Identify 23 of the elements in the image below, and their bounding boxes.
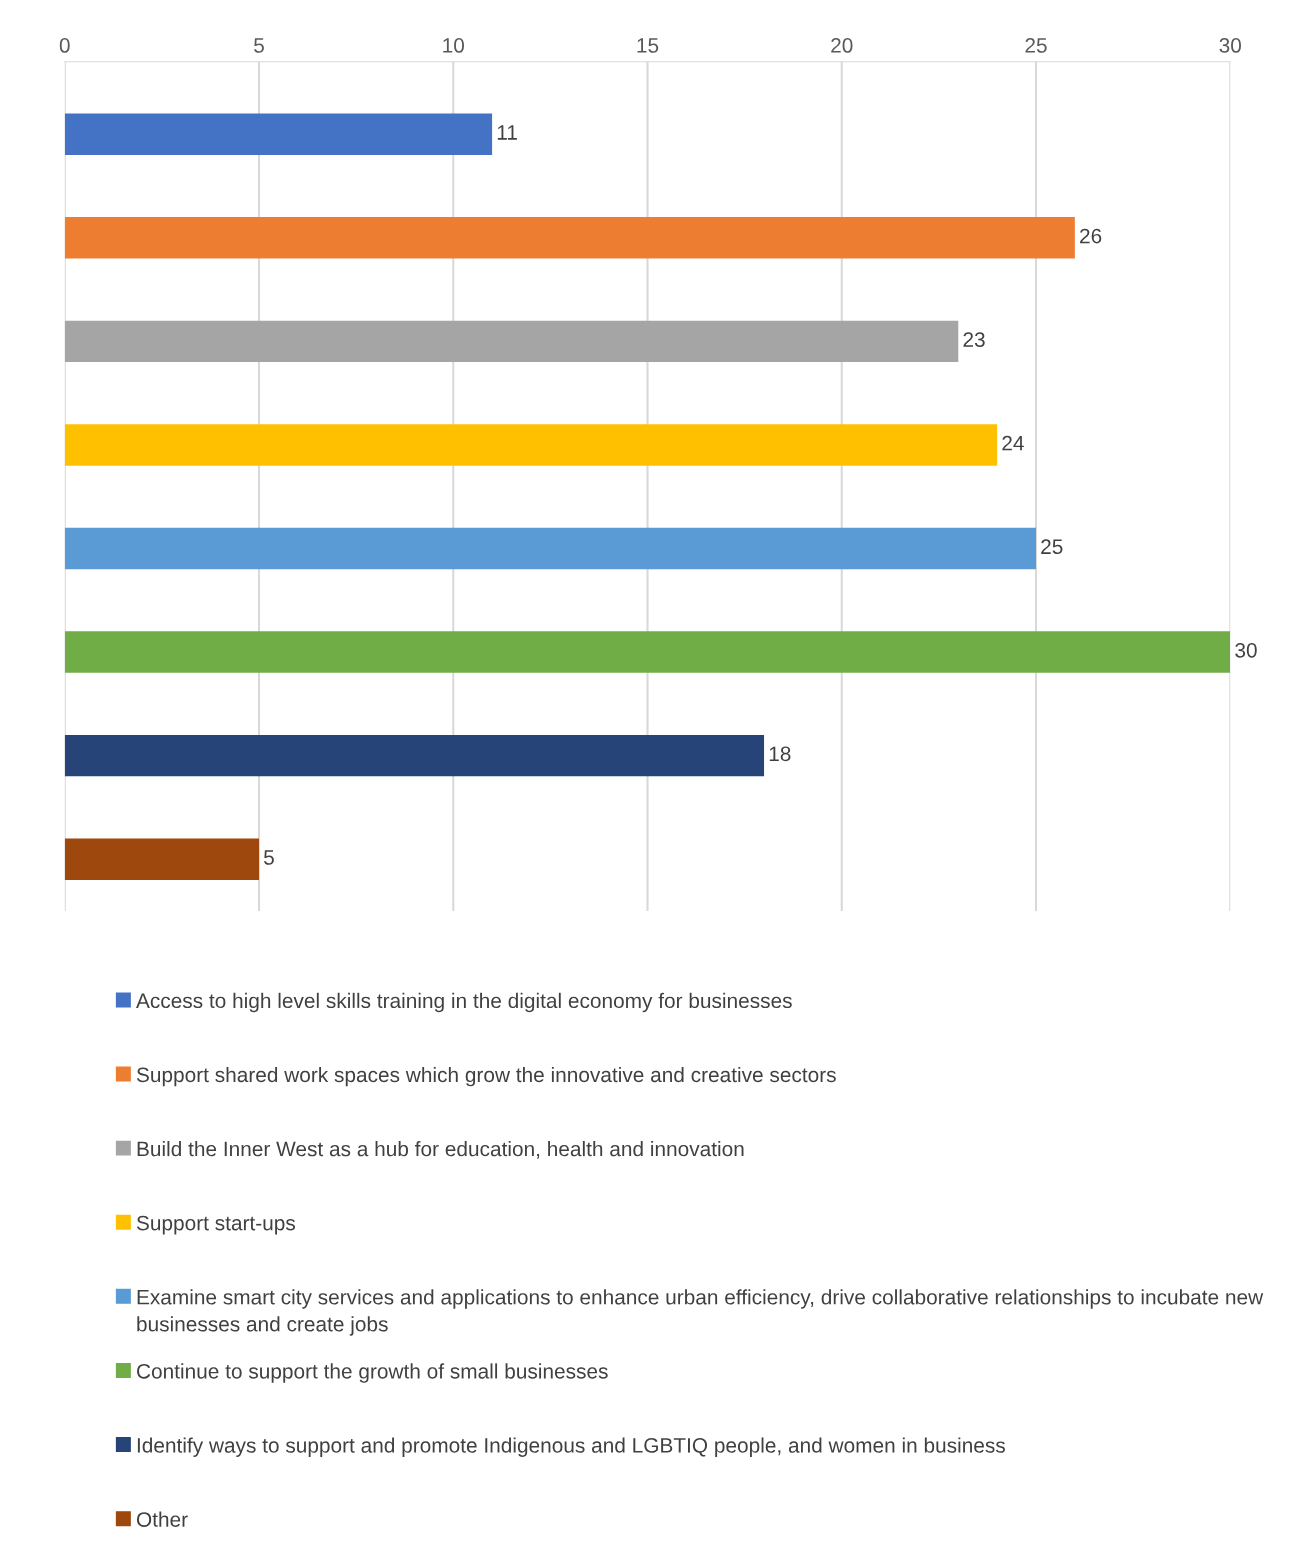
legend-label: Access to high level skills training in the digital economy for businesses (136, 992, 792, 1013)
x-tick-label: 5 (254, 38, 264, 53)
legend-label: Build the Inner West as a hub for education, health and innovation (137, 1141, 744, 1159)
x-tick-label: 30 (1219, 38, 1242, 53)
x-tick-label: 15 (637, 38, 659, 53)
data-label: 24 (1002, 435, 1024, 451)
data-label: 23 (963, 332, 985, 347)
data-label: 25 (1041, 539, 1063, 555)
x-tick-label: 25 (1025, 38, 1047, 53)
legend-label: Support start-ups (136, 1215, 296, 1235)
x-tick-label: 20 (831, 38, 853, 53)
x-tick-label: 0 (59, 38, 70, 53)
x-tick-label: 10 (443, 38, 465, 53)
data-label: 11 (497, 125, 517, 140)
legend-label: Examine smart city services and applications to enhance urban efficiency, drive collaborative relationships to incubate new businesses and create jobs (137, 1289, 1264, 1336)
legend-label: Other (136, 1511, 188, 1527)
data-label: 26 (1080, 228, 1102, 244)
data-label: 5 (264, 850, 274, 865)
legend-label: Identify ways to support and promote Indigenous and LGBTIQ people, and women in business (137, 1437, 1005, 1457)
legend-label: Continue to support the growth of small businesses (137, 1363, 608, 1383)
data-label: 18 (769, 746, 791, 762)
data-label: 30 (1235, 642, 1257, 658)
legend-label: Support shared work spaces which grow the innovative and creative sectors (136, 1066, 836, 1087)
